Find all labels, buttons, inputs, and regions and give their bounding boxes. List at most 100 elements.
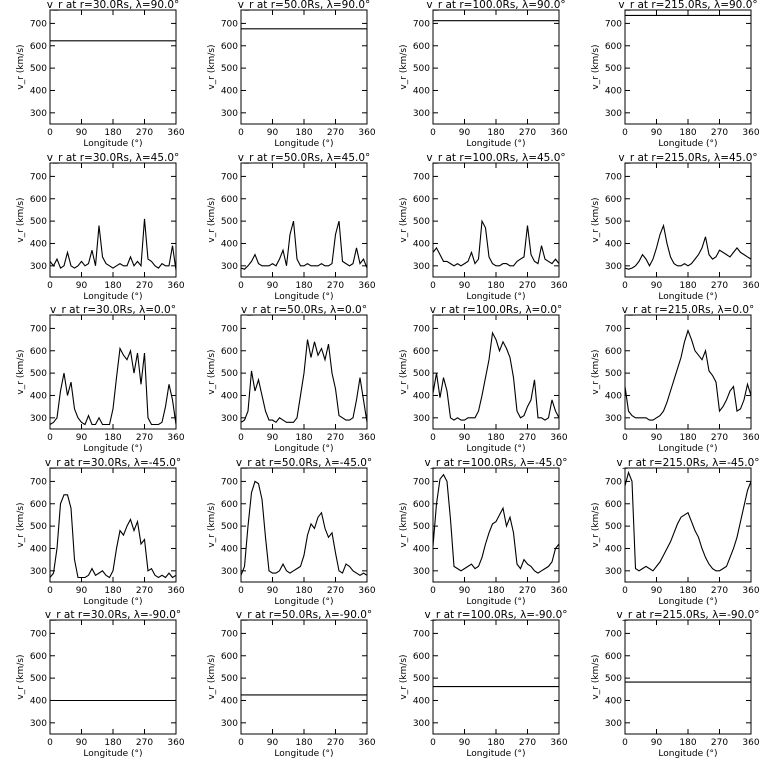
x-axis-label: Longitude (°) — [83, 444, 142, 454]
y-tick-label: 600 — [30, 347, 47, 357]
x-tick-label: 90 — [459, 128, 471, 138]
plot-frame — [49, 467, 177, 583]
plot-frame — [432, 9, 560, 125]
x-axis-label: Longitude (°) — [658, 444, 717, 454]
y-tick-label: 600 — [605, 652, 622, 662]
panel-title: v_r at r=30.0Rs, λ=45.0° — [47, 152, 180, 164]
y-tick-label: 700 — [413, 477, 430, 487]
plot-frame — [240, 9, 368, 125]
y-axis-label: v_r (km/s) — [207, 654, 217, 699]
y-tick-label: 300 — [413, 109, 430, 119]
x-tick-label: 0 — [430, 281, 436, 291]
y-tick-label: 400 — [221, 391, 238, 401]
x-axis-label: Longitude (°) — [466, 749, 525, 759]
y-axis-label: v_r (km/s) — [399, 349, 409, 394]
y-tick-label: 600 — [30, 500, 47, 510]
x-axis-label: Longitude (°) — [466, 139, 525, 149]
x-tick-label: 270 — [327, 433, 344, 443]
x-tick-label: 270 — [711, 433, 728, 443]
x-tick-label: 360 — [167, 281, 184, 291]
y-tick-label: 300 — [605, 262, 622, 272]
y-tick-label: 500 — [30, 674, 47, 684]
panel-title: v_r at r=50.0Rs, λ=90.0° — [238, 0, 371, 11]
x-axis-label: Longitude (°) — [466, 597, 525, 607]
y-tick-label: 500 — [30, 217, 47, 227]
plot-frame — [432, 619, 560, 735]
x-tick-label: 90 — [76, 281, 88, 291]
y-tick-label: 600 — [413, 652, 430, 662]
y-axis-label: v_r (km/s) — [207, 502, 217, 547]
x-tick-label: 180 — [679, 128, 696, 138]
x-tick-label: 360 — [167, 128, 184, 138]
x-axis-label: Longitude (°) — [658, 749, 717, 759]
x-tick-label: 360 — [550, 738, 567, 748]
x-tick-label: 0 — [47, 281, 53, 291]
y-tick-label: 500 — [221, 217, 238, 227]
chart-panel-15: v_r at r=100.0Rs, λ=-45.0° 0 90 180 270 360 30… — [399, 457, 568, 607]
chart-panel-13: v_r at r=30.0Rs, λ=-45.0° 0 90 180 270 360 300… — [16, 457, 185, 607]
x-tick-label: 0 — [47, 586, 53, 596]
y-tick-label: 400 — [605, 391, 622, 401]
plot-frame — [624, 162, 752, 278]
y-axis-label: v_r (km/s) — [207, 349, 217, 394]
series-line — [49, 218, 177, 271]
y-tick-label: 500 — [221, 64, 238, 74]
plot-frame — [432, 467, 560, 583]
x-tick-label: 180 — [104, 738, 121, 748]
panel-title: v_r at r=50.0Rs, λ=0.0° — [241, 304, 367, 316]
x-tick-label: 180 — [295, 738, 312, 748]
y-tick-label: 400 — [605, 86, 622, 96]
y-tick-label: 300 — [605, 109, 622, 119]
chart-panel-1: v_r at r=30.0Rs, λ=90.0° 0 90 180 270 360 300 4… — [16, 0, 185, 149]
y-tick-label: 500 — [605, 217, 622, 227]
x-axis-label: Longitude (°) — [83, 292, 142, 302]
y-tick-label: 300 — [605, 414, 622, 424]
panel-title: v_r at r=215.0Rs, λ=45.0° — [618, 152, 757, 164]
y-tick-label: 600 — [605, 500, 622, 510]
panel-title: v_r at r=215.0Rs, λ=90.0° — [618, 0, 757, 11]
chart-panel-5: v_r at r=30.0Rs, λ=45.0° 0 90 180 270 360 300 4… — [16, 152, 185, 302]
plot-frame — [49, 314, 177, 430]
plot-frame — [49, 619, 177, 735]
x-tick-label: 360 — [358, 281, 375, 291]
chart-panel-11: v_r at r=100.0Rs, λ=0.0° 0 90 180 270 360 300 4… — [399, 304, 568, 454]
x-tick-label: 270 — [327, 586, 344, 596]
x-tick-label: 360 — [358, 433, 375, 443]
x-tick-label: 360 — [550, 128, 567, 138]
panel-title: v_r at r=100.0Rs, λ=45.0° — [426, 152, 565, 164]
panel-title: v_r at r=30.0Rs, λ=-45.0° — [45, 457, 181, 469]
y-axis-label: v_r (km/s) — [16, 197, 26, 242]
y-tick-label: 300 — [413, 262, 430, 272]
y-tick-label: 700 — [30, 324, 47, 334]
y-tick-label: 300 — [605, 719, 622, 729]
y-axis-label: v_r (km/s) — [591, 654, 601, 699]
x-tick-label: 270 — [136, 281, 153, 291]
y-tick-label: 400 — [30, 239, 47, 249]
y-tick-label: 600 — [605, 347, 622, 357]
y-axis-label: v_r (km/s) — [16, 654, 26, 699]
panel-title: v_r at r=215.0Rs, λ=-90.0° — [616, 609, 759, 621]
y-tick-label: 400 — [221, 86, 238, 96]
y-axis-label: v_r (km/s) — [207, 197, 217, 242]
panel-title: v_r at r=30.0Rs, λ=90.0° — [47, 0, 180, 11]
x-axis-label: Longitude (°) — [658, 292, 717, 302]
series-line — [240, 339, 368, 424]
x-tick-label: 360 — [742, 433, 759, 443]
y-tick-label: 600 — [413, 347, 430, 357]
x-tick-label: 90 — [651, 738, 663, 748]
x-tick-label: 360 — [742, 586, 759, 596]
y-tick-label: 700 — [30, 172, 47, 182]
y-tick-label: 300 — [605, 567, 622, 577]
series-line — [240, 480, 368, 576]
x-axis-label: Longitude (°) — [466, 292, 525, 302]
x-tick-label: 180 — [295, 433, 312, 443]
panel-title: v_r at r=30.0Rs, λ=-90.0° — [45, 609, 181, 621]
y-tick-label: 400 — [221, 696, 238, 706]
x-tick-label: 180 — [295, 586, 312, 596]
x-tick-label: 180 — [104, 433, 121, 443]
y-axis-label: v_r (km/s) — [399, 44, 409, 89]
x-tick-label: 360 — [742, 281, 759, 291]
x-tick-label: 180 — [295, 281, 312, 291]
y-tick-label: 400 — [413, 239, 430, 249]
